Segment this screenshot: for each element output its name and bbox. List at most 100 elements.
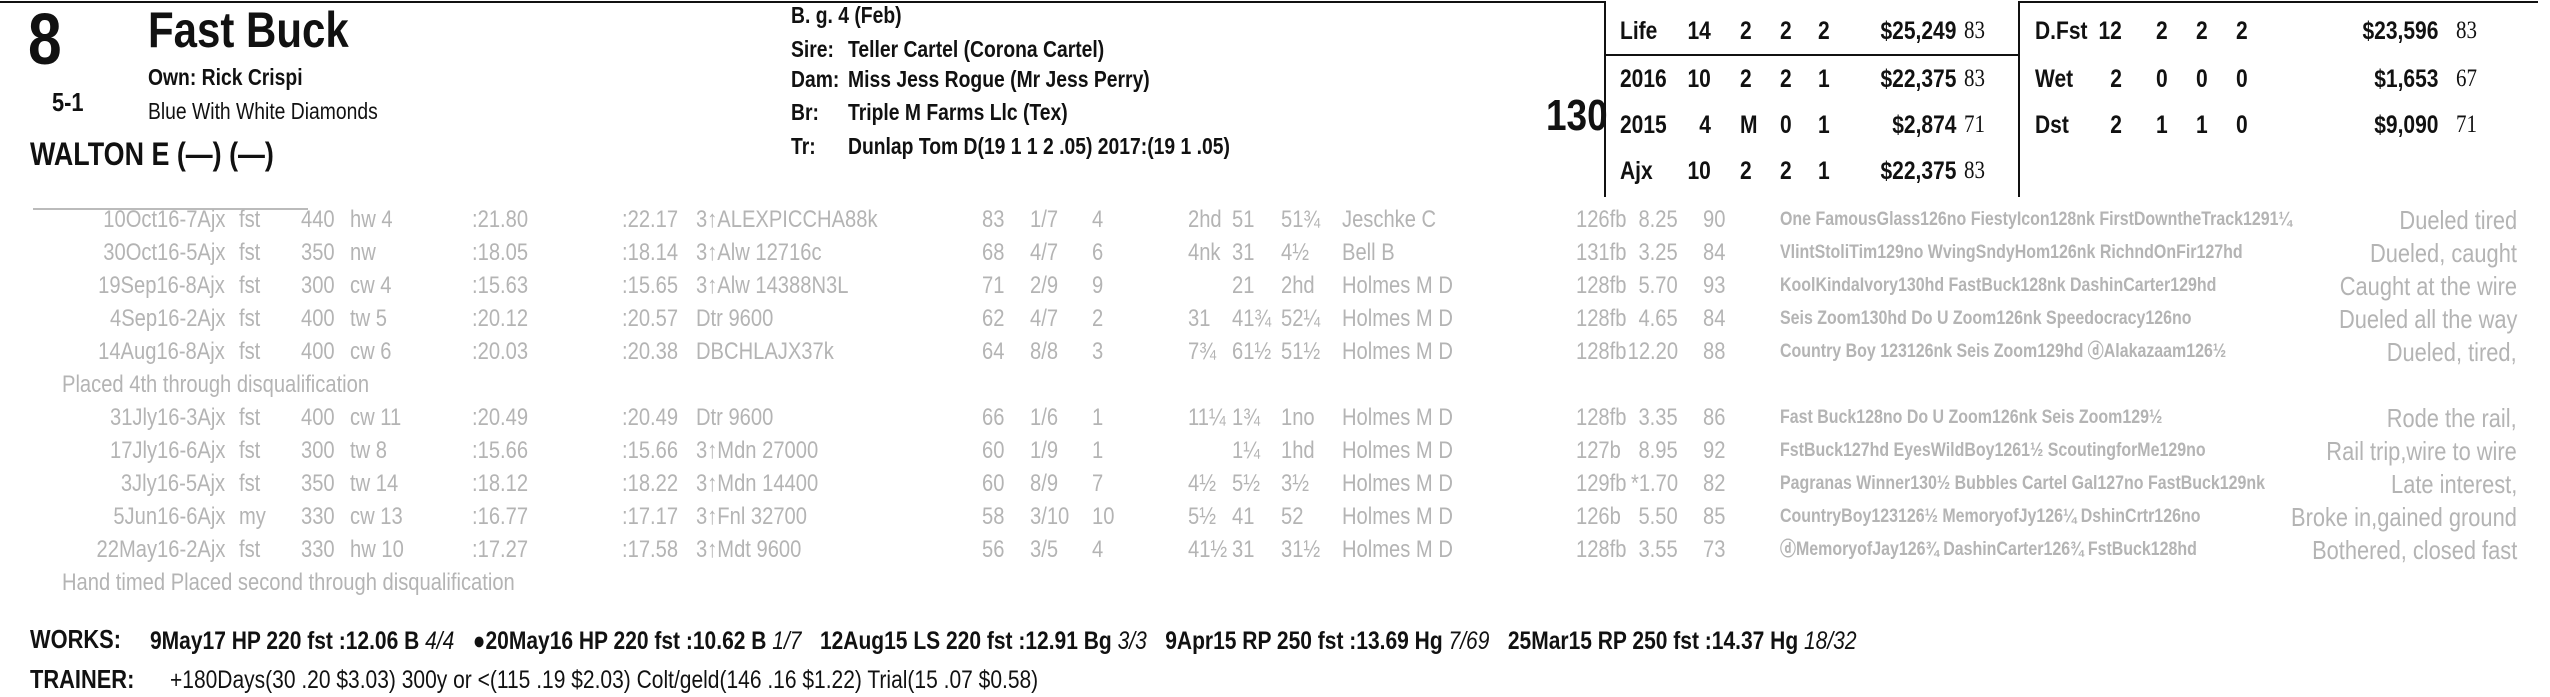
- odds: 3.55: [1638, 536, 1678, 563]
- call-2: 51: [1232, 206, 1255, 233]
- race: 3↑Mdn 14400: [696, 470, 819, 497]
- start: 2: [1092, 305, 1104, 332]
- speed-figure: 58: [982, 503, 1005, 530]
- call-1: 41½: [1188, 536, 1228, 563]
- stats-divider: [2018, 1, 2020, 197]
- comment: Dueled, caught: [2370, 238, 2517, 268]
- distance: 440: [301, 206, 335, 233]
- distance: 350: [301, 239, 335, 266]
- separator: [33, 208, 308, 210]
- jockey: Holmes M D: [1342, 338, 1453, 365]
- date: 22May16-2Ajx: [96, 536, 225, 563]
- call-1: 2hd: [1188, 206, 1222, 233]
- jockey: Holmes M D: [1342, 470, 1453, 497]
- weight: 126b: [1576, 503, 1621, 530]
- post: 1/9: [1030, 437, 1059, 464]
- speed-figure: 60: [982, 437, 1005, 464]
- trainer: Dunlap Tom D(19 1 1 2 .05) 2017:(19 1 .0…: [848, 133, 1230, 159]
- speed-figure: 60: [982, 470, 1005, 497]
- post: 3/5: [1030, 536, 1059, 563]
- time-1: :15.63: [472, 272, 529, 299]
- trainer-stats-label: TRAINER:: [30, 664, 135, 694]
- wind: cw 6: [350, 338, 392, 365]
- odds: 8.95: [1638, 437, 1678, 464]
- horse-name: Fast Buck: [148, 2, 349, 58]
- date: 30Oct16-5Ajx: [102, 239, 225, 266]
- distance: 330: [301, 536, 335, 563]
- sire-label: Sire:: [791, 36, 834, 62]
- stat-earnings: $25,249: [1880, 17, 1956, 45]
- race: 3↑Fnl 32700: [696, 503, 807, 530]
- speed: 73: [1703, 536, 1726, 563]
- post: 8/8: [1030, 338, 1059, 365]
- stat-earnings: $2,874: [1891, 111, 1956, 139]
- call-2: 21: [1232, 272, 1255, 299]
- jockey: WALTON E (—) (—): [30, 136, 274, 172]
- start: 1: [1092, 404, 1104, 431]
- stat-starts: 12: [2098, 17, 2122, 45]
- stat-wins: 1: [2156, 111, 2168, 139]
- distance: 400: [301, 305, 335, 332]
- call-2: 31: [1232, 239, 1255, 266]
- speed-figure: 56: [982, 536, 1005, 563]
- speed: 86: [1703, 404, 1726, 431]
- company: Seis Zoom130hd Do U Zoom126nk Speedocrac…: [1780, 308, 2192, 329]
- company: FstBuck127hd EyesWildBoy1261½ Scoutingfo…: [1780, 440, 2206, 461]
- start: 7: [1092, 470, 1104, 497]
- jockey: Holmes M D: [1342, 536, 1453, 563]
- call-1: 7¾: [1188, 338, 1217, 365]
- stat-label: D.Fst: [2035, 17, 2088, 45]
- time-2: :17.58: [622, 536, 679, 563]
- odds: 4.65: [1638, 305, 1678, 332]
- race: Dtr 9600: [696, 305, 774, 332]
- date: 10Oct16-7Ajx: [102, 206, 225, 233]
- odds: 3.35: [1638, 404, 1678, 431]
- post: 1/7: [1030, 206, 1059, 233]
- breeder: Triple M Farms Llc (Tex): [848, 99, 1068, 125]
- jockey: Bell B: [1342, 239, 1395, 266]
- call-2: 5½: [1232, 470, 1261, 497]
- work: 25Mar15 RP 250 fst :14.37 Hg: [1507, 627, 1804, 655]
- call-2: 1¼: [1232, 437, 1261, 464]
- surface: fst: [239, 404, 261, 431]
- post: 1/6: [1030, 404, 1059, 431]
- time-2: :15.66: [622, 437, 679, 464]
- stat-label: 2016: [1620, 65, 1667, 93]
- time-1: :16.77: [472, 503, 529, 530]
- work: 9Apr15 RP 250 fst :13.69 Hg: [1165, 627, 1449, 655]
- jockey: Holmes M D: [1342, 503, 1453, 530]
- breeder-label: Br:: [791, 99, 819, 125]
- odds: *1.70: [1630, 470, 1678, 497]
- time-2: :18.14: [622, 239, 679, 266]
- start: 9: [1092, 272, 1104, 299]
- stat-starts: 4: [1699, 111, 1711, 139]
- weight: 128fb: [1576, 272, 1627, 299]
- surface: fst: [239, 272, 261, 299]
- time-1: :20.12: [472, 305, 529, 332]
- distance: 330: [301, 503, 335, 530]
- date: 19Sep16-8Ajx: [98, 272, 225, 299]
- speed-figure: 64: [982, 338, 1005, 365]
- jockey: Holmes M D: [1342, 404, 1453, 431]
- stats-underline: [1604, 54, 2018, 56]
- distance: 300: [301, 437, 335, 464]
- wind: nw: [350, 239, 376, 266]
- stat-wins: 2: [2156, 17, 2168, 45]
- speed: 90: [1703, 206, 1726, 233]
- time-2: :20.57: [622, 305, 679, 332]
- stat-wins: 0: [2156, 65, 2168, 93]
- distance: 400: [301, 404, 335, 431]
- note: Placed 4th through disqualification: [62, 371, 370, 398]
- stat-places: 2: [1780, 17, 1792, 45]
- company: Pagranas Winner130½ Bubbles Cartel Gal12…: [1780, 473, 2266, 494]
- odds: 3.25: [1638, 239, 1678, 266]
- stat-label: Ajx: [1620, 157, 1653, 185]
- trainer-label: Tr:: [791, 133, 816, 159]
- stat-wins: M: [1740, 111, 1758, 139]
- call-2: 41¾: [1232, 305, 1272, 332]
- time-2: :18.22: [622, 470, 679, 497]
- jockey: Jeschke C: [1342, 206, 1437, 233]
- surface: fst: [239, 305, 261, 332]
- time-2: :22.17: [622, 206, 679, 233]
- speed: 85: [1703, 503, 1726, 530]
